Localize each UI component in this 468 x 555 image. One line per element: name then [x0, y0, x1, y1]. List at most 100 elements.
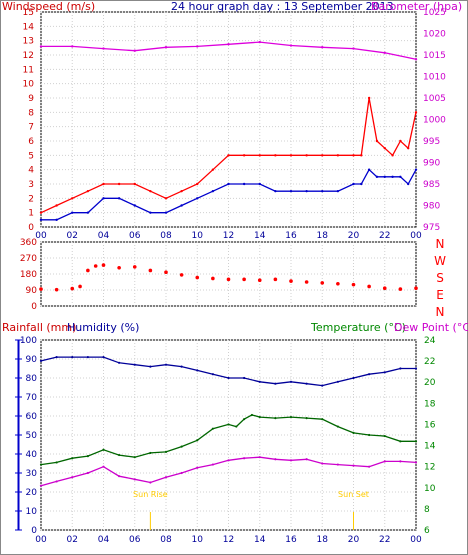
- panel3-x-tick-label: 22: [379, 535, 390, 545]
- dewpoint-point: [383, 460, 386, 463]
- temperature-point: [71, 457, 74, 460]
- windspeed-tick-label: 5: [28, 151, 34, 161]
- direction-point: [304, 280, 309, 284]
- sun-annotations: Sun Rise Sun Set: [133, 490, 369, 530]
- humidity-point: [227, 376, 230, 380]
- temperature-point: [274, 417, 277, 420]
- sun-annotation-label: Sun Set: [338, 490, 369, 499]
- windspeed-tick-label: 12: [23, 51, 34, 61]
- temperature-axis-label: Temperature (°C): [310, 321, 406, 334]
- speed-point: [406, 182, 410, 186]
- dewpoint-point: [133, 478, 136, 481]
- direction-point: [289, 279, 293, 283]
- compass-label: E: [436, 288, 444, 302]
- temperature-point: [86, 455, 89, 458]
- direction-point: [351, 282, 356, 287]
- speed-point: [39, 218, 43, 222]
- direction-point: [179, 273, 184, 277]
- temperature-point: [383, 434, 386, 438]
- speed-point: [242, 182, 246, 186]
- barometer-tick-label: 985: [423, 180, 440, 190]
- dewpoint-point: [243, 457, 246, 460]
- temperature-point: [235, 425, 238, 428]
- dewpoint-axis-label: Dew Point (°C): [394, 321, 468, 334]
- barometer-tick-label: 1005: [423, 94, 446, 104]
- temperature-point: [289, 415, 293, 419]
- sun-annotation-label: Sun Rise: [133, 490, 168, 499]
- barometer-tick-label: 1020: [423, 30, 446, 40]
- windspeed-tick-label: 4: [28, 166, 34, 176]
- direction-points: [39, 263, 418, 292]
- dewpoint-point: [196, 466, 199, 469]
- humidity-point: [274, 382, 277, 385]
- speed-point: [55, 218, 58, 222]
- humidity-axis-label: Humidity (%): [67, 321, 139, 334]
- speed-point: [383, 175, 386, 179]
- humidity-point: [305, 382, 308, 385]
- temperature-tick-label: 18: [424, 399, 436, 409]
- direction-point: [86, 268, 90, 273]
- humidity-point: [164, 363, 168, 366]
- panel3-series: [39, 356, 418, 487]
- gust-point: [391, 154, 394, 157]
- humidity-point: [383, 371, 386, 374]
- speed-point: [86, 211, 90, 214]
- speed-point: [305, 189, 308, 193]
- panel3-x-tick-label: 16: [285, 535, 297, 545]
- windspeed-axis-label: Windspeed (m/s): [2, 0, 95, 13]
- humidity-point: [211, 373, 214, 376]
- dewpoint-point: [86, 471, 89, 475]
- speed-point: [414, 168, 418, 171]
- gust-point: [180, 189, 183, 193]
- humidity-tick-labels: 0 10 20 30 40 50 60 70 80 90 100: [20, 336, 37, 536]
- temperature-point: [180, 445, 183, 448]
- temperature-point: [368, 433, 371, 437]
- gust-point: [289, 154, 293, 157]
- temperature-point: [258, 415, 261, 419]
- barometer-tick-label: 1025: [423, 8, 446, 18]
- barometer-tick-label: 975: [423, 223, 440, 233]
- humidity-point: [55, 356, 58, 359]
- panel1-x-tick-label: 14: [254, 231, 266, 241]
- panel1-x-tick-label: 12: [223, 231, 234, 241]
- temperature-point: [250, 413, 254, 417]
- panel3-x-tick-label: 06: [129, 535, 141, 545]
- panel3-x-tick-label: 20: [348, 535, 360, 545]
- gust-point: [133, 182, 136, 186]
- dewpoint-point: [305, 458, 308, 461]
- humidity-point: [258, 380, 261, 383]
- dewpoint-point: [336, 463, 339, 466]
- windspeed-tick-label: 9: [28, 94, 34, 104]
- barometer-tick-labels: 975 980 985 990 995 1000 1005 1010 1015 1020 1025: [423, 8, 446, 233]
- temperature-point: [118, 453, 121, 457]
- speed-point: [391, 175, 394, 179]
- humidity-tick-label: 20: [26, 488, 38, 498]
- direction-tick-label: 90: [26, 286, 38, 296]
- speed-point: [321, 189, 324, 193]
- gust-point: [305, 154, 308, 157]
- panel1-series: [39, 40, 418, 222]
- temperature-point: [102, 448, 105, 451]
- humidity-point: [133, 363, 136, 366]
- direction-tick-labels: 0 90 180 270 360: [20, 238, 37, 312]
- gust-point: [242, 154, 246, 157]
- panel3-x-tick-label: 04: [98, 535, 110, 545]
- panel3-x-tick-labels: 00 02 04 06 08 10 12 14 16 18 20 22 00: [35, 535, 422, 545]
- speed-point: [336, 189, 340, 193]
- panel3-x-tick-label: 00: [35, 535, 47, 545]
- humidity-tick-label: 10: [26, 507, 38, 517]
- dewpoint-point: [55, 480, 58, 483]
- direction-point: [54, 287, 59, 292]
- gust-point: [71, 197, 74, 200]
- temperature-point: [352, 431, 355, 434]
- panel1-x-tick-label: 10: [192, 231, 204, 241]
- windspeed-tick-label: 14: [23, 22, 35, 32]
- humidity-point: [243, 376, 246, 380]
- panel1-x-tick-label: 20: [348, 231, 360, 241]
- barometer-tick-label: 990: [423, 159, 440, 169]
- temperature-humidity-panel: Rainfall (mm) Humidity (%) Temperature (…: [2, 321, 468, 545]
- humidity-tick-label: 0: [31, 526, 37, 536]
- speed-point: [367, 168, 371, 171]
- dewpoint-point: [274, 458, 277, 461]
